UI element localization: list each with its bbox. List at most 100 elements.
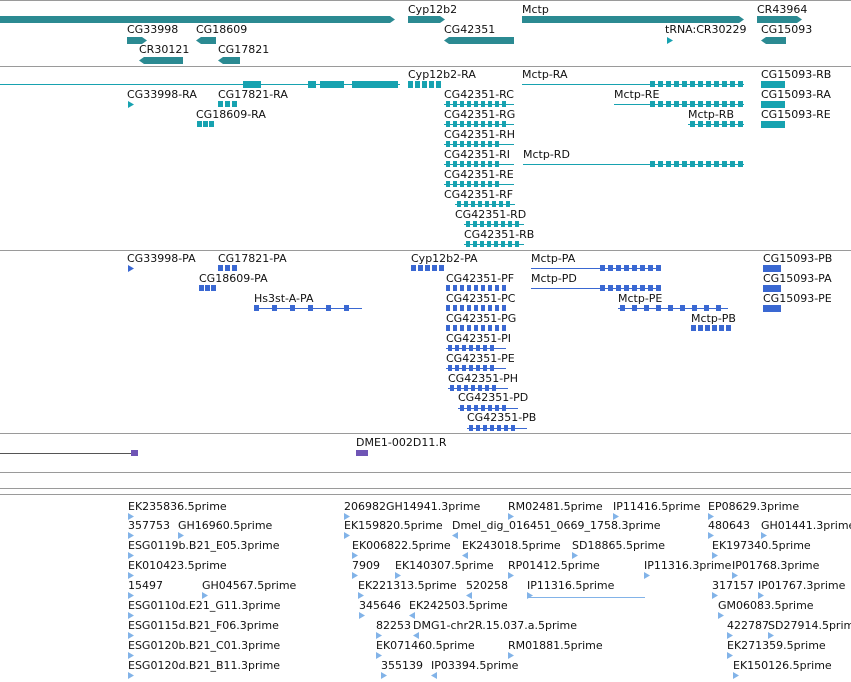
transcript-label[interactable]: CG42351-RE <box>444 168 514 181</box>
protein-glyph[interactable] <box>453 325 457 331</box>
protein-glyph[interactable] <box>648 285 653 291</box>
protein-glyph[interactable] <box>763 265 781 272</box>
protein-glyph[interactable] <box>495 325 499 331</box>
est-label[interactable]: SD18865.5prime <box>572 539 665 552</box>
transcript-glyph[interactable] <box>738 121 743 127</box>
transcript-glyph[interactable] <box>460 141 464 147</box>
transcript-glyph[interactable] <box>523 164 744 165</box>
est-label[interactable]: 82253 <box>376 619 411 632</box>
gene-glyph[interactable] <box>139 57 183 64</box>
transcript-glyph[interactable] <box>487 221 491 227</box>
protein-label[interactable]: Hs3st-A-PA <box>254 292 314 305</box>
gene-label-mctp[interactable]: Mctp <box>522 3 549 16</box>
transcript-glyph[interactable] <box>666 81 671 87</box>
est-glyph[interactable] <box>727 652 733 659</box>
protein-glyph[interactable] <box>624 265 629 271</box>
protein-glyph[interactable] <box>460 325 464 331</box>
transcript-glyph[interactable] <box>467 141 471 147</box>
transcript-glyph[interactable] <box>690 101 695 107</box>
protein-glyph[interactable] <box>455 365 459 371</box>
protein-glyph[interactable] <box>218 265 223 271</box>
est-glyph[interactable] <box>431 672 437 679</box>
transcript-glyph[interactable] <box>492 201 496 207</box>
gene-label-cr43964[interactable]: CR43964 <box>757 3 808 16</box>
transcript-glyph[interactable] <box>203 121 208 127</box>
est-glyph[interactable] <box>758 592 764 599</box>
protein-glyph[interactable] <box>474 305 478 311</box>
transcript-glyph[interactable] <box>501 241 505 247</box>
protein-glyph[interactable] <box>128 265 134 272</box>
protein-glyph[interactable] <box>656 285 661 291</box>
protein-glyph[interactable] <box>490 345 494 351</box>
est-label[interactable]: EK242503.5prime <box>409 599 508 612</box>
transcript-label[interactable]: CG15093-RE <box>761 108 831 121</box>
est-label[interactable]: EK197340.5prime <box>712 539 811 552</box>
protein-glyph[interactable] <box>488 285 492 291</box>
transcript-label[interactable]: CG15093-RB <box>761 68 832 81</box>
gene-label-cg18609[interactable]: CG18609 <box>196 23 248 36</box>
transcript-glyph[interactable] <box>488 161 492 167</box>
est-glyph[interactable] <box>761 532 767 539</box>
protein-glyph[interactable] <box>608 265 613 271</box>
protein-glyph[interactable] <box>469 345 473 351</box>
protein-glyph[interactable] <box>476 365 480 371</box>
est-glyph[interactable] <box>178 532 184 539</box>
est-glyph[interactable] <box>128 672 134 679</box>
protein-glyph[interactable] <box>632 305 637 311</box>
est-glyph[interactable] <box>508 513 514 520</box>
transcript-glyph[interactable] <box>690 121 695 127</box>
transcript-glyph[interactable] <box>446 181 450 187</box>
protein-glyph[interactable] <box>481 325 485 331</box>
est-glyph[interactable] <box>376 652 382 659</box>
protein-glyph[interactable] <box>668 305 673 311</box>
protein-glyph[interactable] <box>474 405 478 411</box>
transcript-glyph[interactable] <box>738 101 743 107</box>
transcript-glyph[interactable] <box>682 101 687 107</box>
est-label[interactable]: RM02481.5prime <box>508 500 603 513</box>
gene-glyph[interactable] <box>127 37 147 44</box>
protein-glyph[interactable] <box>608 285 613 291</box>
transcript-glyph[interactable] <box>473 221 477 227</box>
transcript-label[interactable]: CG42351-RD <box>455 208 527 221</box>
protein-label[interactable]: Mctp-PB <box>691 312 736 325</box>
est-label[interactable]: IP03394.5prime <box>431 659 519 672</box>
transcript-glyph[interactable] <box>674 81 679 87</box>
protein-glyph[interactable] <box>531 268 661 269</box>
protein-label[interactable]: CG42351-PG <box>446 312 517 325</box>
transcript-label[interactable]: CG42351-RF <box>444 188 514 201</box>
transcript-glyph[interactable] <box>698 121 703 127</box>
protein-glyph[interactable] <box>448 365 452 371</box>
protein-glyph[interactable] <box>471 385 475 391</box>
transcript-glyph[interactable] <box>722 161 727 167</box>
protein-label[interactable]: CG15093-PA <box>763 272 832 285</box>
protein-label[interactable]: CG42351-PF <box>446 272 515 285</box>
transcript-glyph[interactable] <box>460 181 464 187</box>
protein-glyph[interactable] <box>476 345 480 351</box>
protein-glyph[interactable] <box>439 265 444 271</box>
protein-glyph[interactable] <box>692 305 697 311</box>
protein-glyph[interactable] <box>488 405 492 411</box>
gene-glyph[interactable] <box>522 16 744 23</box>
gene-label-cg33998[interactable]: CG33998 <box>127 23 179 36</box>
protein-glyph[interactable] <box>648 265 653 271</box>
transcript-label[interactable]: CG42351-RC <box>444 88 514 101</box>
protein-glyph[interactable] <box>464 385 468 391</box>
est-glyph[interactable] <box>359 612 365 619</box>
protein-glyph[interactable] <box>763 305 781 312</box>
est-label[interactable]: EK140307.5prime <box>395 559 494 572</box>
transcript-glyph[interactable] <box>429 81 434 88</box>
est-glyph[interactable] <box>128 652 134 659</box>
est-glyph[interactable] <box>344 532 350 539</box>
est-glyph[interactable] <box>508 652 514 659</box>
protein-glyph[interactable] <box>254 305 259 311</box>
protein-glyph[interactable] <box>469 425 473 431</box>
est-glyph[interactable] <box>708 532 714 539</box>
protein-glyph[interactable] <box>455 345 459 351</box>
transcript-glyph[interactable] <box>408 81 413 88</box>
gene-glyph[interactable] <box>667 37 673 44</box>
transcript-glyph[interactable] <box>499 201 503 207</box>
protein-glyph[interactable] <box>726 325 731 331</box>
est-glyph[interactable] <box>128 513 134 520</box>
transcript-glyph[interactable] <box>730 81 735 87</box>
transcript-glyph[interactable] <box>495 121 499 127</box>
